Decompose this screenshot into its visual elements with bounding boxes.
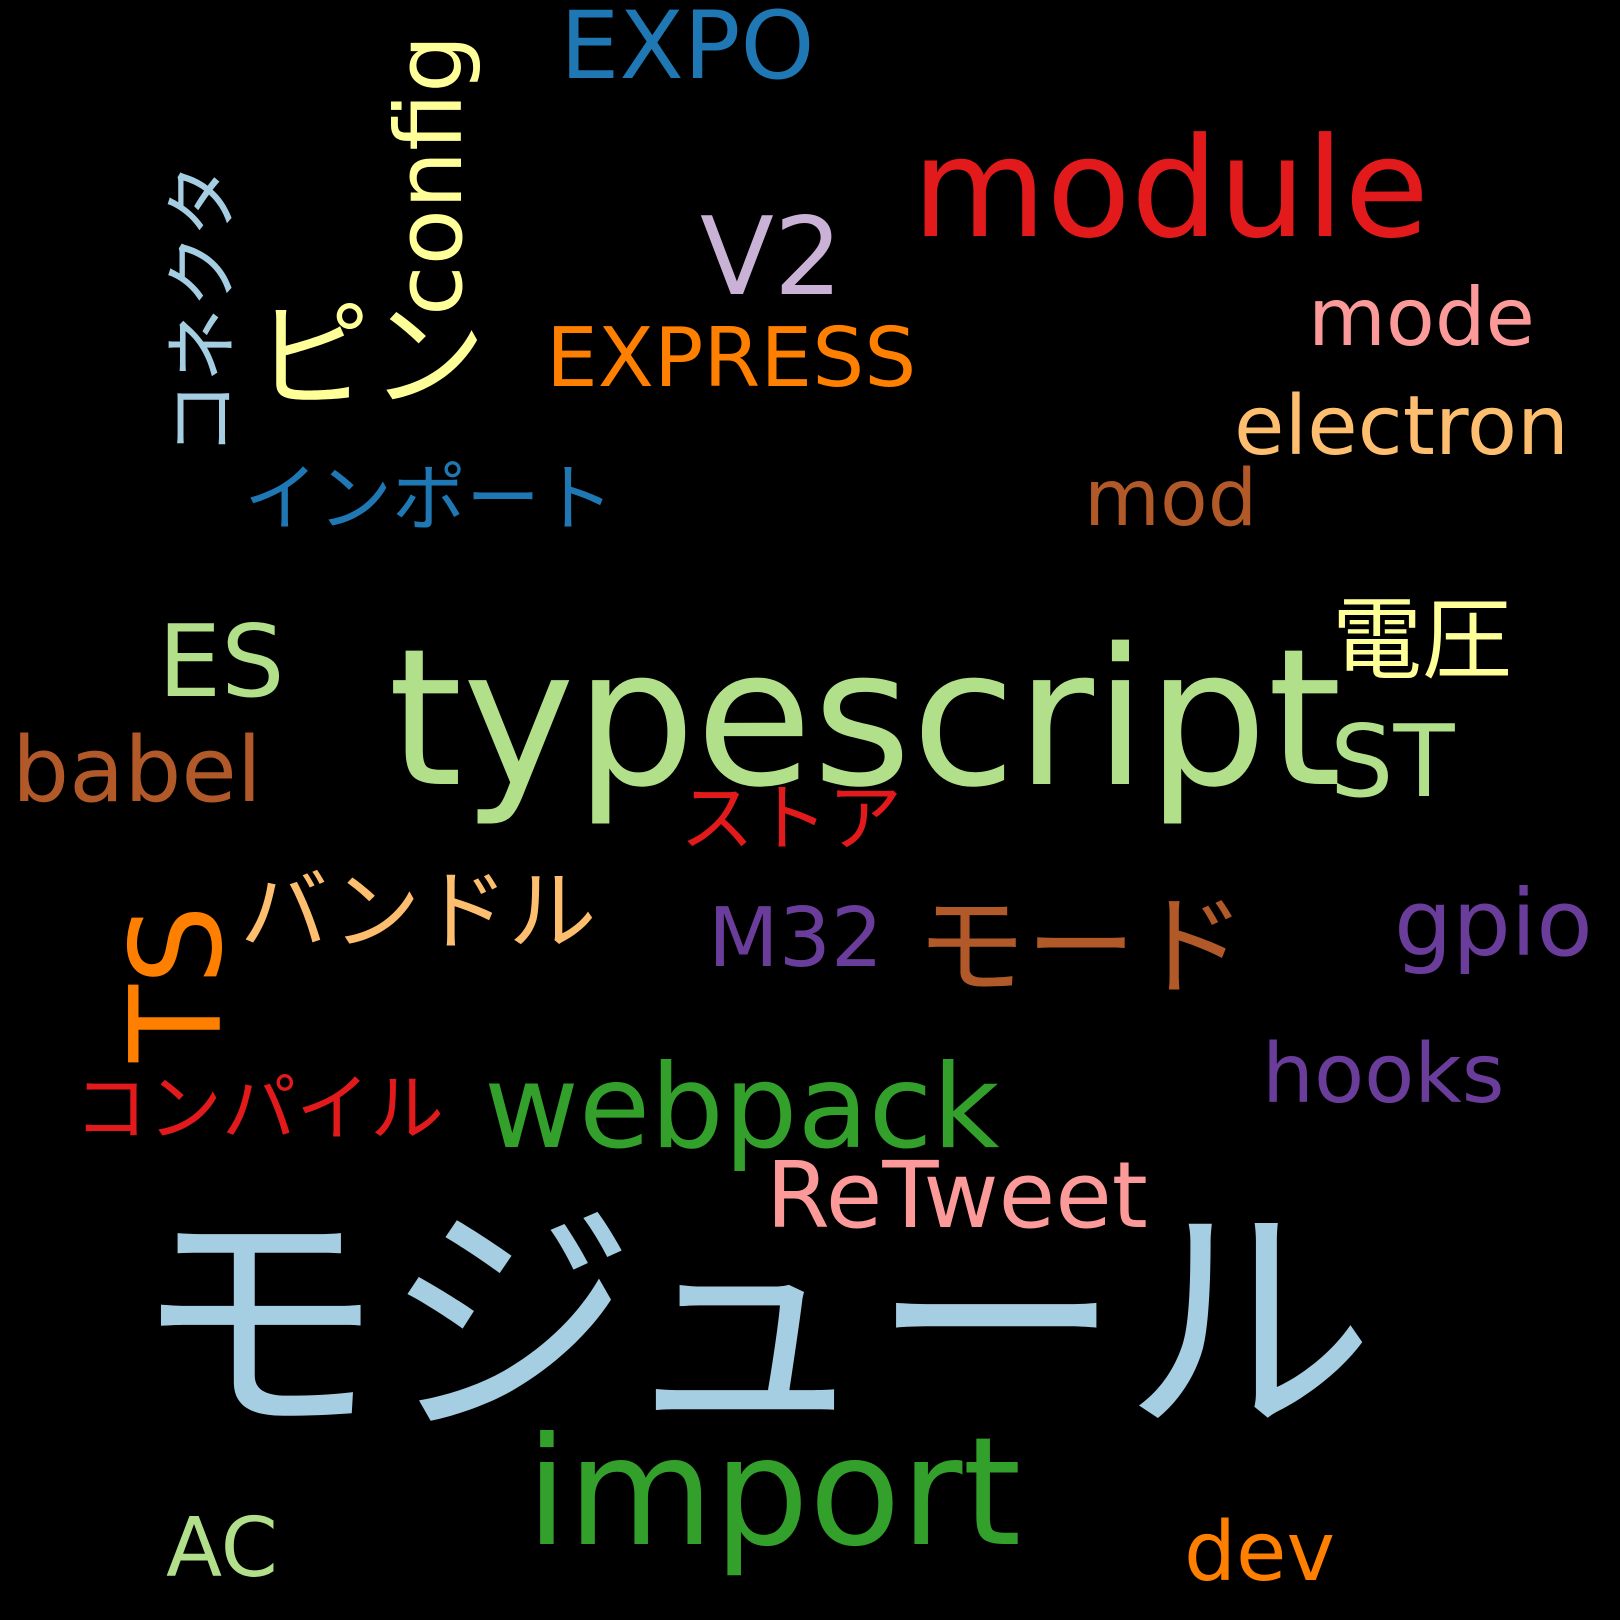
word-module-en: module xyxy=(912,108,1430,269)
word-webpack: webpack xyxy=(484,1040,1000,1175)
word-ts: TS xyxy=(103,905,250,1062)
word-import: import xyxy=(526,1406,1022,1580)
word-typescript: typescript xyxy=(388,608,1342,829)
word-compile: コンパイル xyxy=(74,1066,444,1152)
word-mode-en: mode xyxy=(1308,271,1535,364)
word-mode-jp: モード xyxy=(916,883,1246,1011)
word-es: ES xyxy=(158,603,285,720)
word-voltage: 電圧 xyxy=(1332,588,1512,693)
word-bundle: バンドル xyxy=(240,860,597,963)
word-import-jp: インポート xyxy=(244,456,614,542)
word-module-jp: モジュール xyxy=(132,1179,1375,1472)
word-hooks: hooks xyxy=(1262,1027,1505,1122)
word-electron: electron xyxy=(1234,379,1569,474)
word-express: EXPRESS xyxy=(546,311,917,406)
word-expo: EXPO xyxy=(560,0,815,101)
word-gpio: gpio xyxy=(1394,870,1593,977)
word-config: config xyxy=(376,34,483,316)
word-v2: V2 xyxy=(700,195,843,320)
word-pin: ピン xyxy=(254,290,486,425)
word-retweet: ReTweet xyxy=(766,1142,1148,1249)
word-st: ST xyxy=(1330,703,1455,820)
word-m32: M32 xyxy=(708,891,884,986)
word-mod: mod xyxy=(1084,454,1258,544)
word-store: ストア xyxy=(680,776,902,862)
word-dev: dev xyxy=(1184,1505,1336,1600)
word-ac: AC xyxy=(166,1501,278,1596)
word-connector: コネクタ xyxy=(160,162,246,456)
word-babel: babel xyxy=(12,718,262,823)
